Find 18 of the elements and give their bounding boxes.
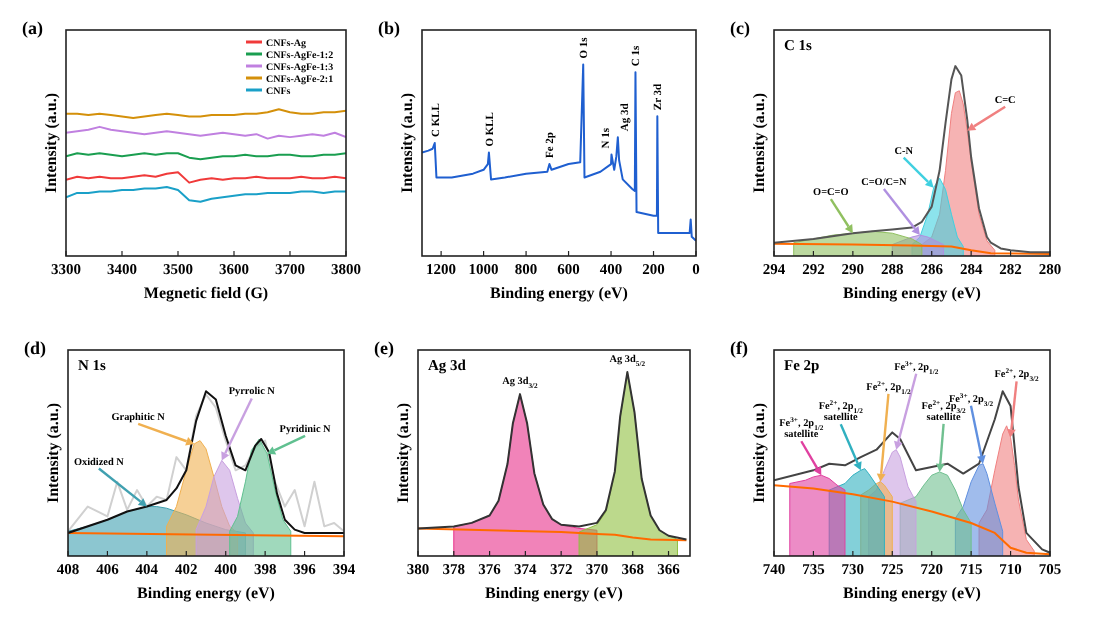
y-axis-title: Intensity (a.u.) <box>398 92 416 194</box>
y-axis-title: Intensity (a.u.) <box>44 402 62 504</box>
x-axis-title: Binding energy (eV) <box>485 584 624 602</box>
chart-title: (c) <box>730 18 750 38</box>
chart-title: (b) <box>378 18 400 38</box>
y-axis-title: Intensity (a.u.) <box>42 92 60 194</box>
x-axis-title: Binding energy (eV) <box>843 584 982 602</box>
x-axis-title: Megnetic field (G) <box>143 284 269 302</box>
chart-title: (f) <box>730 338 748 358</box>
x-axis-title: Binding energy (eV) <box>137 584 276 602</box>
x-axis-title: Binding energy (eV) <box>843 284 982 302</box>
y-axis-title: Intensity (a.u.) <box>750 92 768 194</box>
y-axis-title: Intensity (a.u.) <box>750 402 768 504</box>
x-axis-title: Binding energy (eV) <box>490 284 629 302</box>
chart-title: (a) <box>22 18 43 38</box>
chart-title: (e) <box>374 338 394 358</box>
chart-title: (d) <box>24 338 46 358</box>
y-axis-title: Intensity (a.u.) <box>394 402 412 504</box>
